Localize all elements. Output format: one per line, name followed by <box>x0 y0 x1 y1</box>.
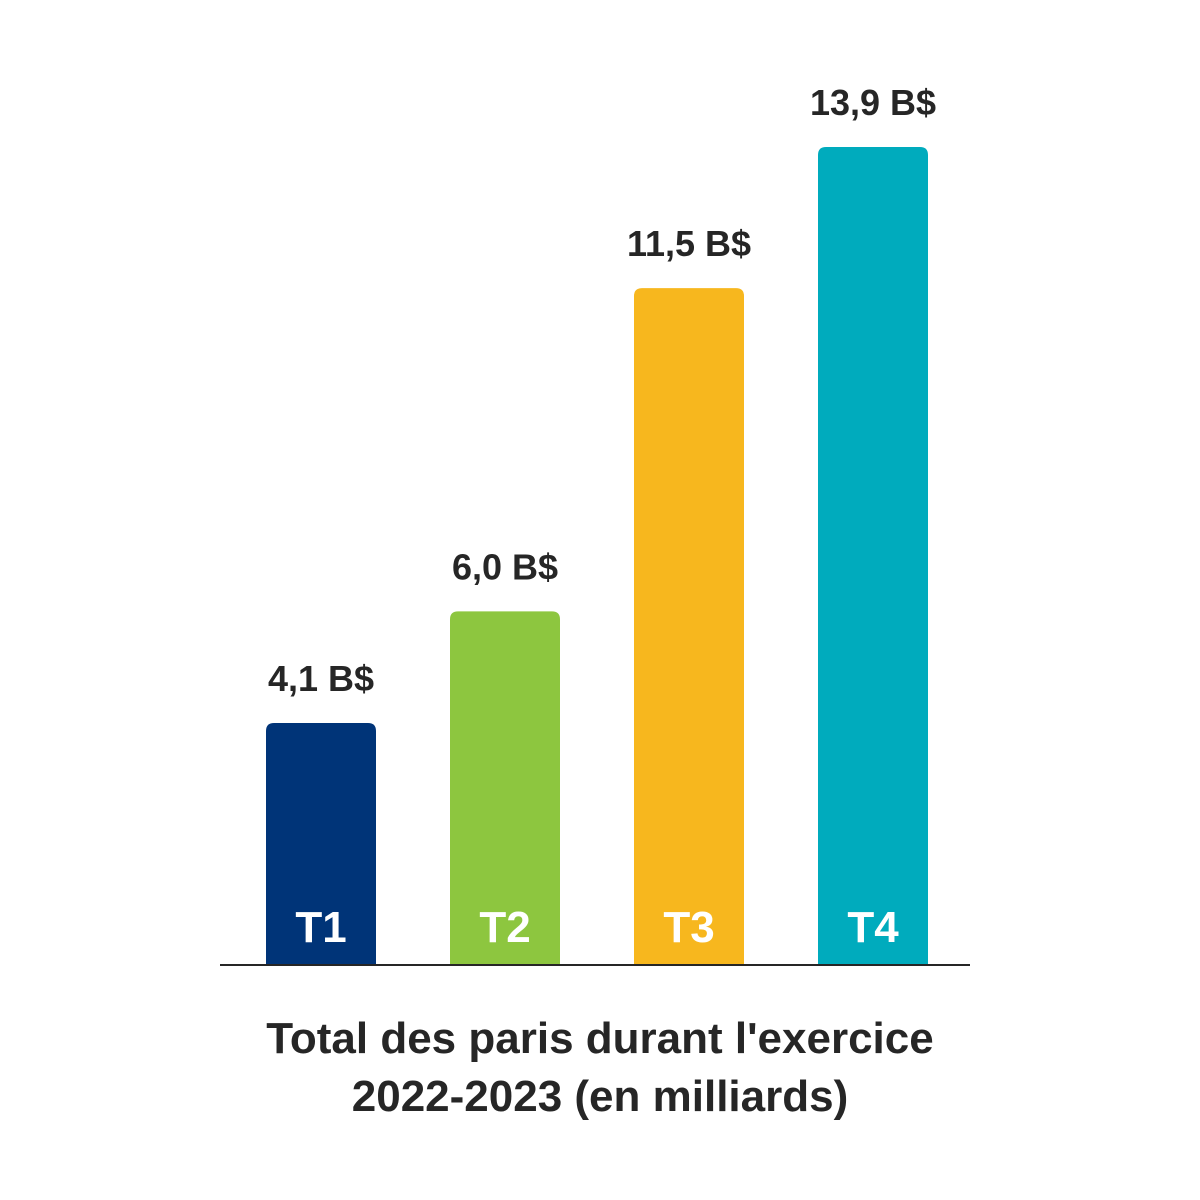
category-label-t3: T3 <box>663 903 714 952</box>
bars-group: 4,1 B$ T1 6,0 B$ T2 11,5 B$ T3 13,9 B$ T4 <box>266 82 936 964</box>
bar-t3 <box>634 288 744 964</box>
value-label-t2: 6,0 B$ <box>452 546 558 587</box>
chart-title: Total des paris durant l'exercice 2022-2… <box>0 1010 1200 1126</box>
category-label-t4: T4 <box>847 903 899 952</box>
value-label-t4: 13,9 B$ <box>810 82 936 123</box>
bar-t2 <box>450 611 560 964</box>
value-label-t3: 11,5 B$ <box>627 223 751 264</box>
category-label-t1: T1 <box>295 903 346 952</box>
chart-title-line-1: Total des paris durant l'exercice <box>266 1014 934 1063</box>
bar-t1 <box>266 723 376 964</box>
bar-t4 <box>818 147 928 964</box>
category-label-t2: T2 <box>479 903 530 952</box>
chart-title-line-2: 2022-2023 (en milliards) <box>351 1072 849 1121</box>
value-label-t1: 4,1 B$ <box>268 658 374 699</box>
